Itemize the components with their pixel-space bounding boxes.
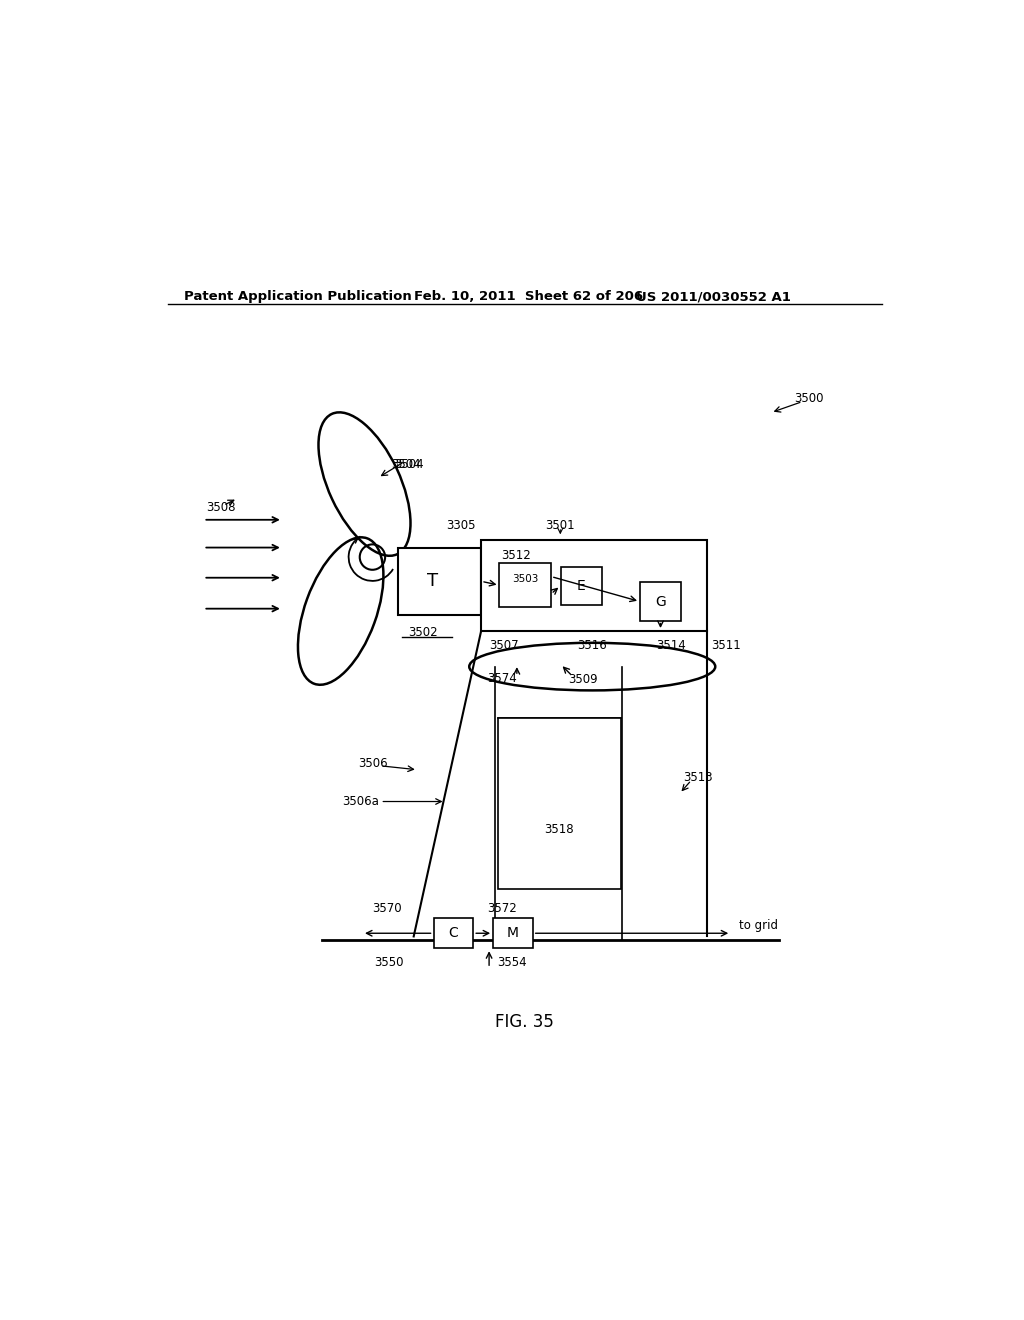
Text: E: E <box>577 578 586 593</box>
Bar <box>481 540 708 631</box>
Bar <box>640 582 681 620</box>
Text: 3502: 3502 <box>408 626 437 639</box>
Text: 3572: 3572 <box>487 902 517 915</box>
Text: 3514: 3514 <box>656 639 686 652</box>
Text: 3501: 3501 <box>546 519 575 532</box>
Text: to grid: to grid <box>739 919 778 932</box>
Text: C: C <box>449 927 459 940</box>
Text: 3500: 3500 <box>795 392 824 405</box>
Text: FIG. 35: FIG. 35 <box>496 1014 554 1031</box>
Text: 3504: 3504 <box>391 458 421 471</box>
Text: 3513: 3513 <box>684 771 713 784</box>
Bar <box>500 564 551 607</box>
Text: G: G <box>655 594 666 609</box>
Text: 3550: 3550 <box>374 956 403 969</box>
Text: US 2011/0030552 A1: US 2011/0030552 A1 <box>636 290 791 304</box>
Text: 3511: 3511 <box>712 639 741 652</box>
Text: 3554: 3554 <box>497 956 526 969</box>
Bar <box>397 548 481 615</box>
Text: 3305: 3305 <box>446 519 476 532</box>
Text: Patent Application Publication: Patent Application Publication <box>183 290 412 304</box>
Text: 3512: 3512 <box>501 549 530 562</box>
Bar <box>498 718 621 888</box>
Text: 3518: 3518 <box>545 822 574 836</box>
Text: 3509: 3509 <box>568 673 598 686</box>
Text: Feb. 10, 2011  Sheet 62 of 206: Feb. 10, 2011 Sheet 62 of 206 <box>414 290 643 304</box>
Text: 3506: 3506 <box>358 756 388 770</box>
Text: T: T <box>427 573 438 590</box>
Text: 3503: 3503 <box>512 574 539 583</box>
Text: 3506a: 3506a <box>342 795 379 808</box>
Bar <box>433 919 473 948</box>
Text: 3504: 3504 <box>394 458 424 471</box>
Text: 3574: 3574 <box>486 672 516 685</box>
Bar <box>494 919 532 948</box>
Text: 3508: 3508 <box>206 502 236 515</box>
Bar <box>560 566 602 605</box>
Text: M: M <box>507 927 519 940</box>
Text: 3570: 3570 <box>372 902 401 915</box>
Text: 3516: 3516 <box>578 639 607 652</box>
Text: 3507: 3507 <box>489 639 519 652</box>
